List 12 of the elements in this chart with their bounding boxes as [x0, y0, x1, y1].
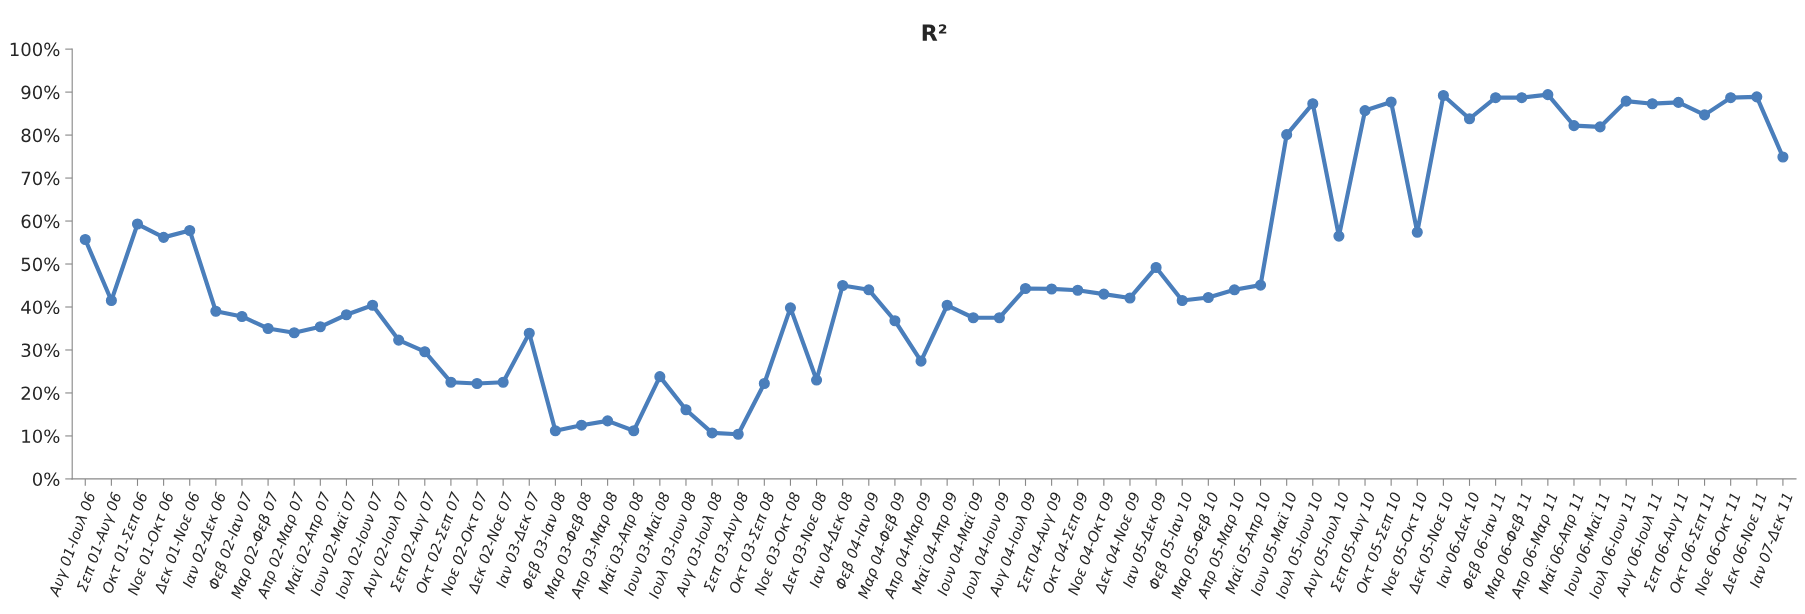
chart-title: R² [922, 24, 947, 41]
y-tick-label: 10% [22, 429, 60, 444]
y-tick-label: 60% [21, 214, 60, 229]
y-tick-label: 100% [10, 42, 60, 57]
y-tick-label: 90% [21, 85, 60, 100]
y-tick-label: 0% [32, 472, 60, 487]
y-tick-label: 50% [21, 257, 60, 272]
y-tick-label: 40% [21, 300, 60, 315]
y-tick-label: 30% [21, 343, 60, 358]
y-tick-label: 70% [21, 171, 60, 186]
y-tick-label: 80% [21, 128, 60, 143]
y-tick-label: 20% [21, 386, 60, 401]
